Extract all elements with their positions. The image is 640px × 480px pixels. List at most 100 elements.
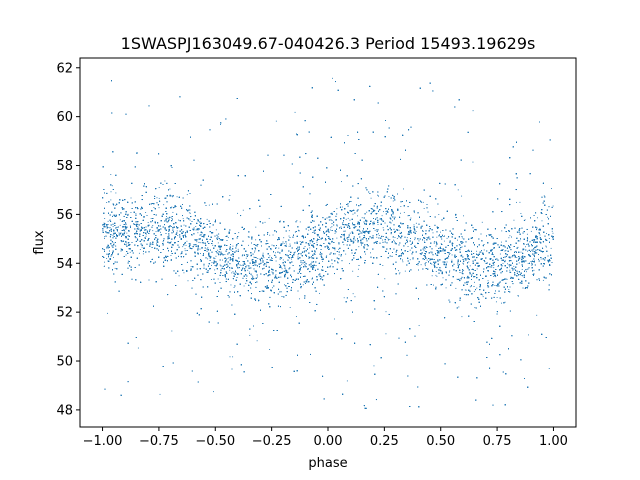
data-point (382, 227, 384, 229)
data-point (407, 246, 409, 247)
data-point (119, 224, 121, 226)
data-point (152, 230, 154, 232)
data-point (237, 248, 239, 250)
data-point (384, 278, 386, 280)
data-point (152, 225, 154, 227)
data-point (530, 230, 532, 232)
data-point (145, 212, 147, 213)
data-point (377, 224, 379, 225)
data-point (275, 260, 277, 262)
data-point (275, 120, 277, 122)
data-point (510, 272, 512, 273)
data-point (295, 316, 297, 318)
data-point (129, 225, 131, 227)
data-point (103, 266, 105, 267)
data-point (526, 233, 528, 235)
data-point (364, 253, 366, 255)
data-point (113, 256, 114, 258)
data-point (114, 267, 116, 269)
data-point (457, 189, 459, 191)
data-point (294, 231, 296, 233)
data-point (275, 252, 276, 254)
data-point (230, 284, 232, 286)
data-point (504, 259, 506, 261)
data-point (510, 276, 512, 278)
data-point (492, 254, 494, 256)
data-point (461, 246, 463, 248)
data-point (162, 241, 164, 243)
data-point (111, 185, 113, 187)
data-point (513, 219, 515, 221)
data-point (530, 255, 532, 257)
data-point (243, 285, 245, 287)
data-point (358, 222, 360, 224)
data-point (172, 196, 173, 198)
data-point (469, 286, 471, 288)
data-point (385, 311, 387, 313)
data-point (229, 356, 231, 358)
data-point (527, 268, 529, 270)
data-point (257, 276, 258, 278)
data-point (247, 269, 249, 271)
data-point (389, 239, 391, 241)
data-point (391, 215, 392, 217)
data-point (341, 181, 342, 183)
data-point (104, 236, 105, 238)
data-point (180, 253, 182, 255)
data-point (382, 239, 384, 241)
data-point (207, 258, 209, 260)
data-point (178, 275, 180, 277)
data-point (442, 236, 444, 237)
data-point (284, 284, 285, 286)
data-point (226, 258, 228, 260)
data-point (414, 239, 416, 241)
data-point (328, 242, 330, 244)
data-point (224, 254, 226, 255)
data-point (449, 270, 451, 272)
data-point (504, 301, 506, 303)
data-point (328, 236, 330, 238)
data-point (302, 284, 304, 286)
data-point (443, 264, 445, 266)
data-point (288, 257, 289, 259)
data-point (464, 289, 466, 291)
data-point (334, 249, 336, 251)
data-point (124, 231, 126, 233)
data-point (541, 220, 543, 222)
data-point (487, 280, 489, 282)
data-point (127, 213, 129, 215)
data-point (548, 368, 550, 369)
data-point (308, 229, 310, 231)
data-point (530, 262, 532, 264)
data-point (145, 233, 147, 235)
data-point (301, 263, 303, 265)
data-point (484, 261, 486, 263)
data-point (245, 257, 247, 259)
data-point (225, 264, 227, 266)
data-point (118, 232, 120, 234)
data-point (352, 213, 354, 215)
data-point (463, 294, 465, 296)
data-point (435, 271, 437, 272)
data-point (517, 295, 519, 297)
data-point (271, 271, 273, 273)
data-point (110, 191, 112, 193)
data-point (418, 325, 420, 327)
data-point (239, 264, 241, 266)
data-point (117, 254, 119, 256)
data-point (459, 249, 461, 251)
data-point (436, 275, 438, 277)
data-point (446, 237, 448, 239)
data-point (272, 234, 274, 236)
data-point (349, 219, 351, 221)
chart-title: 1SWASPJ163049.67-040426.3 Period 15493.1… (121, 34, 536, 53)
data-point (310, 256, 312, 257)
data-point (402, 261, 404, 263)
data-point (493, 242, 495, 244)
data-point (501, 230, 503, 232)
data-point (182, 218, 184, 220)
data-point (528, 334, 529, 336)
data-point (219, 264, 221, 266)
data-point (177, 234, 179, 236)
data-point (543, 195, 545, 197)
